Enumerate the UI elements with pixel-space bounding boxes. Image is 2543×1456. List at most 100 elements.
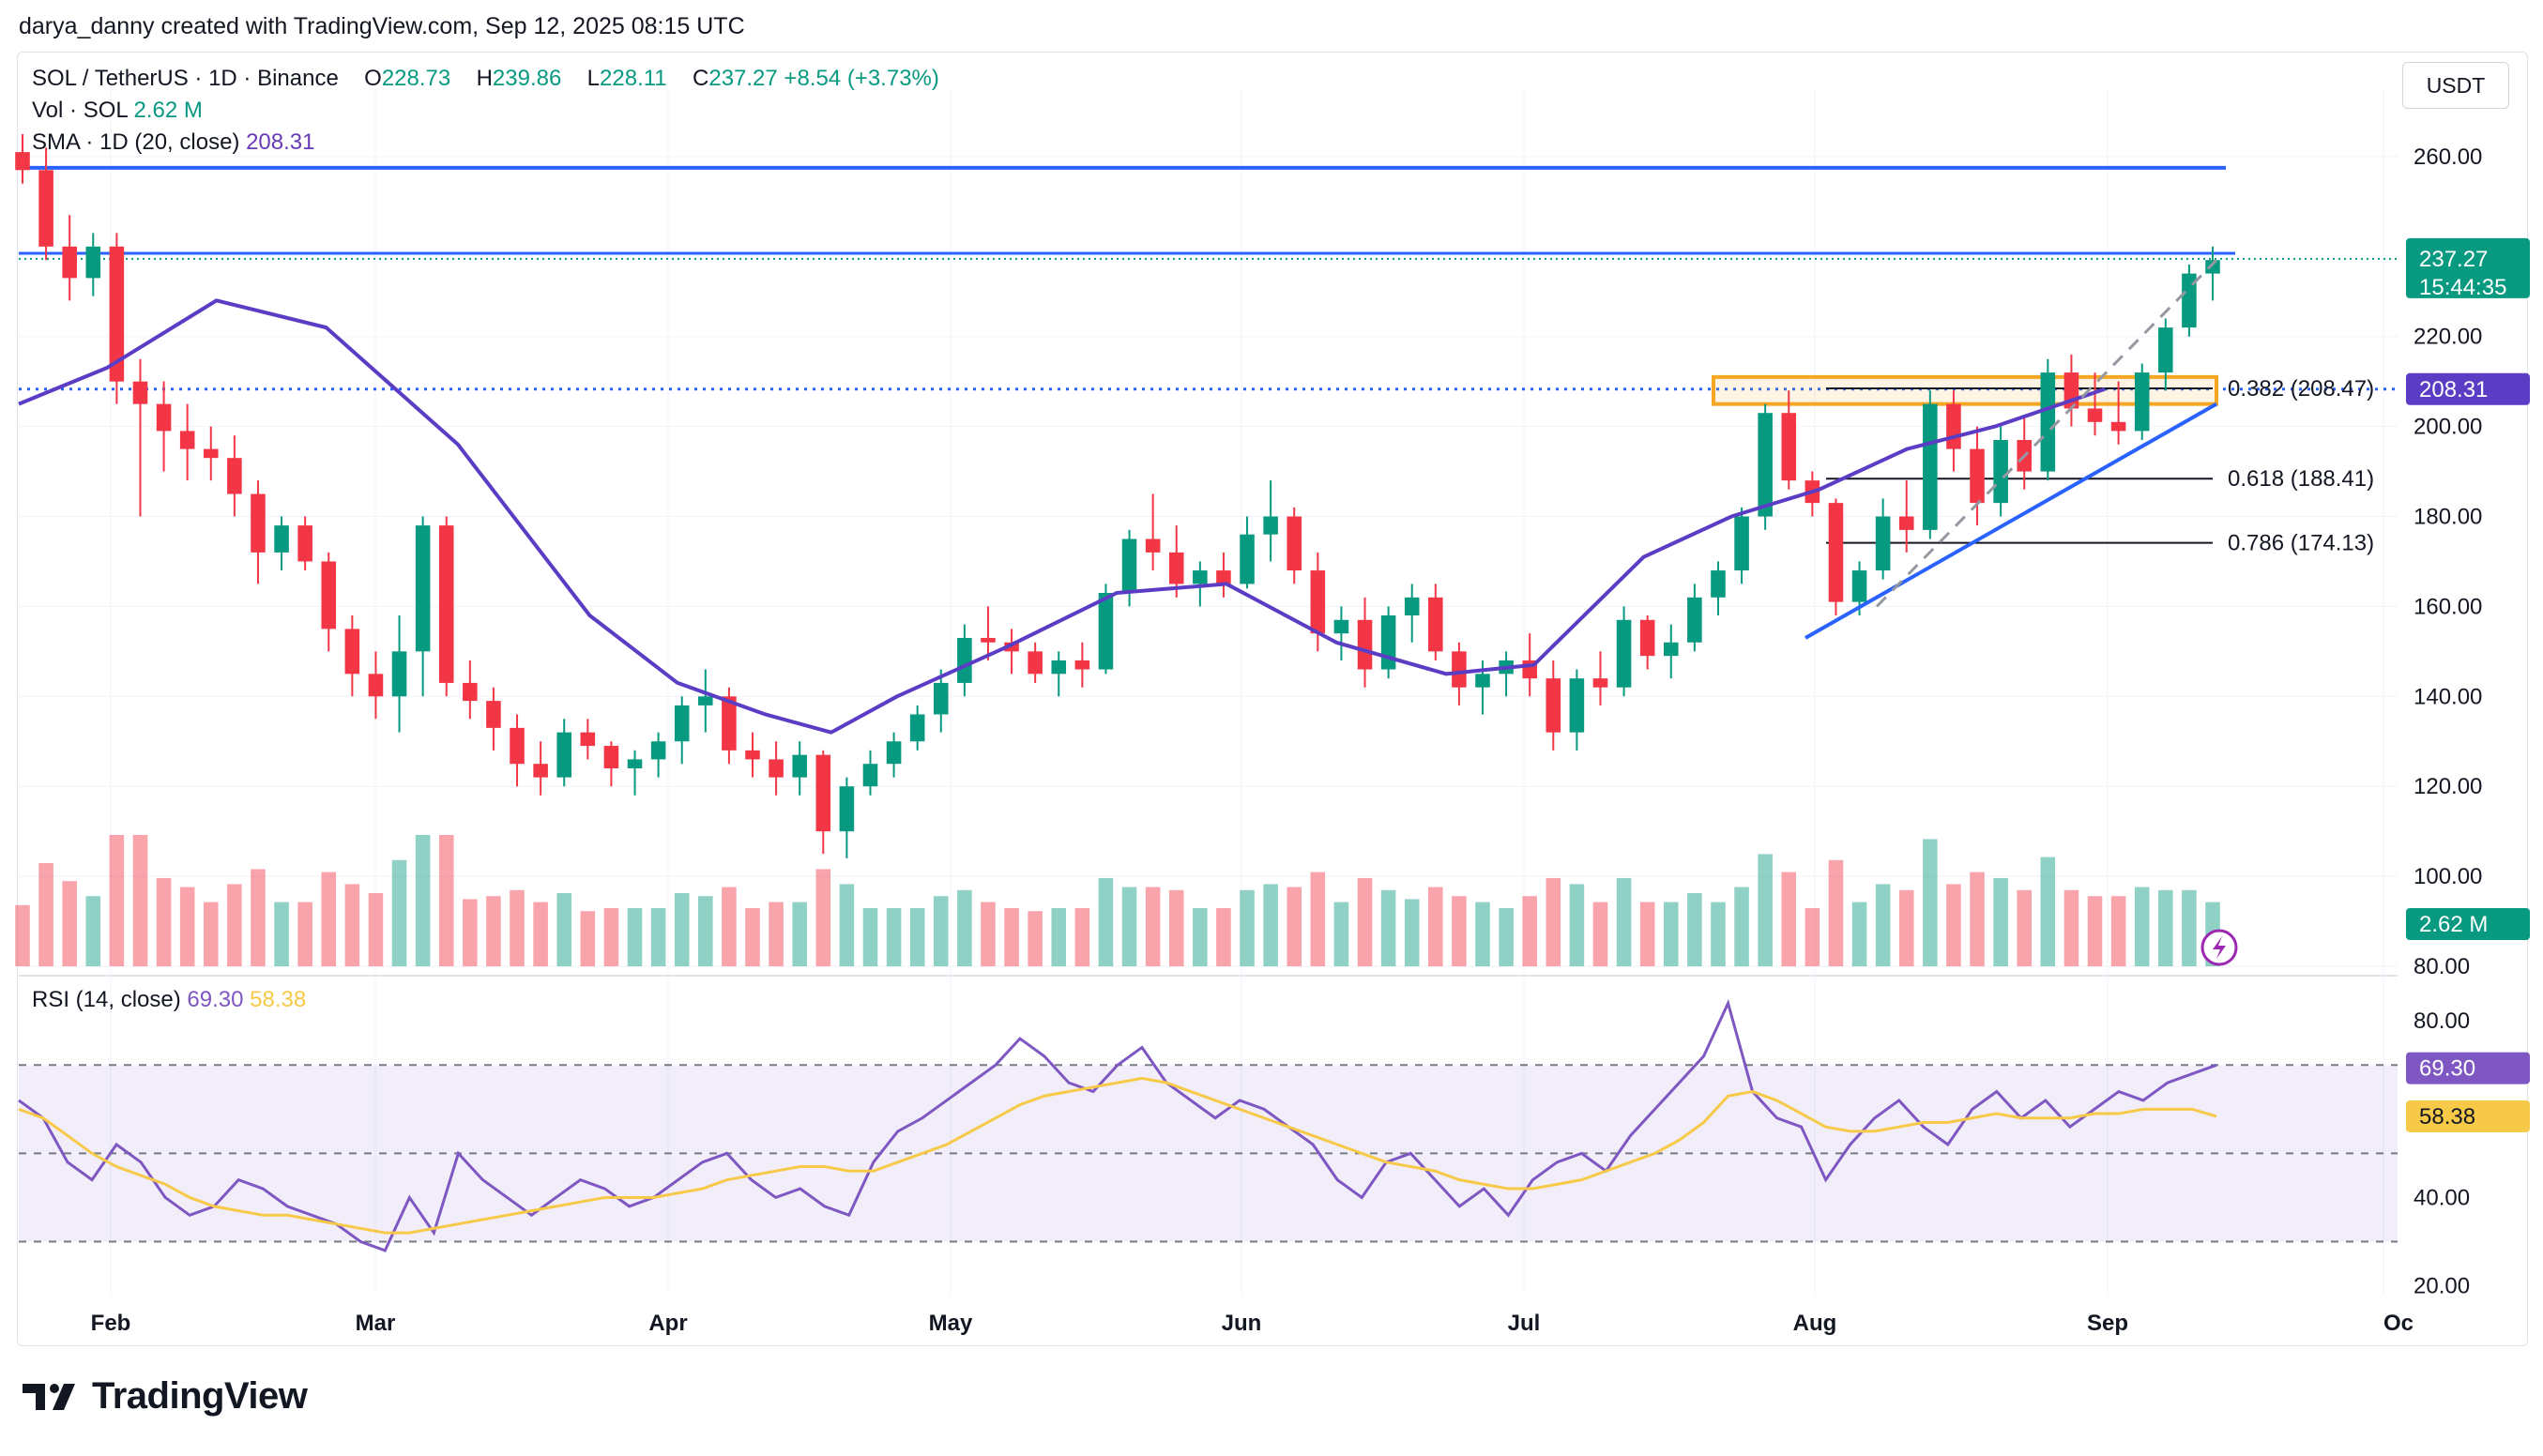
- candle-body: [1592, 678, 1608, 688]
- change-value: +8.54 (+3.73%): [784, 66, 939, 91]
- candle-body: [792, 754, 807, 778]
- volume-bar: [2134, 887, 2150, 966]
- volume-bar: [2182, 889, 2197, 966]
- candle-body: [391, 651, 407, 697]
- volume-bar: [1028, 911, 1043, 966]
- volume-bar: [674, 893, 690, 966]
- volume-bar: [1592, 902, 1608, 966]
- volume-bar: [580, 911, 596, 966]
- candle-body: [297, 525, 312, 562]
- volume-bar: [1569, 884, 1585, 966]
- volume-bar: [38, 863, 53, 966]
- volume-bar: [1687, 893, 1702, 966]
- volume-bar: [1851, 902, 1867, 966]
- volume-bar: [85, 896, 101, 966]
- volume-bar: [556, 893, 572, 966]
- volume-bar: [1216, 908, 1231, 966]
- candle-body: [1898, 516, 1914, 530]
- candle-body: [1970, 448, 1985, 504]
- rsi-ma-tag-bg: [2406, 1100, 2530, 1132]
- candle-body: [556, 732, 572, 778]
- candle-body: [1663, 642, 1679, 657]
- volume-bar: [463, 899, 478, 966]
- candle-body: [886, 741, 902, 765]
- candle-body: [2134, 372, 2150, 432]
- candle-body: [1051, 660, 1067, 675]
- candle-body: [156, 403, 172, 432]
- candle-body: [722, 696, 737, 751]
- candle-body: [839, 786, 855, 832]
- price-tick-label: 140.00: [2414, 684, 2482, 709]
- candle-body: [1687, 597, 1702, 643]
- volume-bar: [251, 869, 266, 966]
- time-tick-label: Jun: [1222, 1311, 1262, 1336]
- volume-tag: 2.62 M: [2419, 912, 2488, 937]
- volume-bar: [933, 896, 949, 966]
- low-value: 228.11: [600, 66, 667, 91]
- currency-button[interactable]: USDT: [2402, 62, 2509, 109]
- volume-bar: [2017, 889, 2033, 966]
- candle-body: [251, 493, 266, 553]
- volume-bar: [1145, 887, 1161, 966]
- volume-bar: [1263, 884, 1278, 966]
- volume-bar: [1121, 887, 1137, 966]
- price-tick-label: 200.00: [2414, 415, 2482, 440]
- volume-bar: [1499, 908, 1514, 966]
- candle-body: [132, 381, 148, 404]
- rsi-tick-label: 40.00: [2414, 1185, 2470, 1210]
- volume-bar: [745, 908, 760, 966]
- candle-body: [1993, 440, 2008, 504]
- candle-body: [1639, 619, 1655, 657]
- volume-bar: [1074, 908, 1090, 966]
- candle-body: [38, 170, 53, 247]
- volume-bar: [839, 884, 855, 966]
- candle-body: [1098, 593, 1114, 670]
- attribution-text: darya_danny created with TradingView.com…: [19, 13, 745, 39]
- volume-bar: [132, 835, 148, 966]
- candle-body: [815, 754, 831, 832]
- chart-frame: [17, 52, 2528, 1346]
- candle-body: [1946, 403, 1961, 449]
- candle-body: [1193, 570, 1208, 584]
- rsi-line: [18, 999, 2217, 1252]
- volume-bar: [981, 902, 996, 966]
- vol-label: Vol · SOL: [32, 98, 128, 123]
- candle-body: [510, 727, 525, 765]
- volume-bar: [368, 893, 384, 966]
- time-tick-label: Oc: [2383, 1311, 2414, 1336]
- candle-body: [1758, 413, 1773, 517]
- open-label: O: [364, 66, 382, 91]
- candle-body: [415, 525, 431, 652]
- last-price-tag: 15:44:35: [2419, 275, 2506, 300]
- candle-body: [1333, 619, 1349, 634]
- volume-bar: [62, 881, 77, 966]
- high-value: 239.86: [492, 66, 562, 91]
- time-tick-label: Jul: [1508, 1311, 1541, 1336]
- time-tick-label: May: [929, 1311, 973, 1336]
- volume-bar: [1546, 878, 1561, 966]
- candle-body: [2182, 273, 2197, 328]
- volume-bar: [2040, 857, 2056, 966]
- volume-bar: [1428, 887, 1443, 966]
- candle-body: [862, 764, 878, 787]
- candle-body: [933, 682, 949, 715]
- volume-bar: [862, 908, 878, 966]
- volume-bar: [1804, 908, 1820, 966]
- candle-body: [650, 741, 666, 760]
- candle-body: [85, 246, 101, 279]
- rsi-ma-value: 58.38: [250, 987, 307, 1012]
- volume-bar: [627, 908, 643, 966]
- candle-body: [909, 714, 925, 742]
- candle-body: [1452, 651, 1467, 688]
- volume-bar: [438, 835, 454, 966]
- candle-body: [1711, 570, 1726, 598]
- volume-bar: [1452, 896, 1467, 966]
- candle-body: [227, 458, 242, 494]
- rsi-label: RSI (14, close): [32, 987, 181, 1012]
- candle-body: [2110, 421, 2126, 432]
- volume-bar: [886, 908, 902, 966]
- low-label: L: [586, 66, 601, 91]
- candle-body: [1875, 516, 1891, 571]
- sma-value: 208.31: [246, 129, 315, 155]
